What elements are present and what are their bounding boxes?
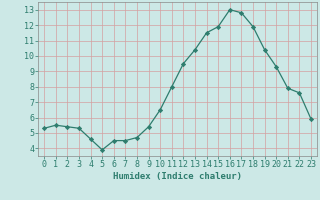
X-axis label: Humidex (Indice chaleur): Humidex (Indice chaleur)	[113, 172, 242, 181]
